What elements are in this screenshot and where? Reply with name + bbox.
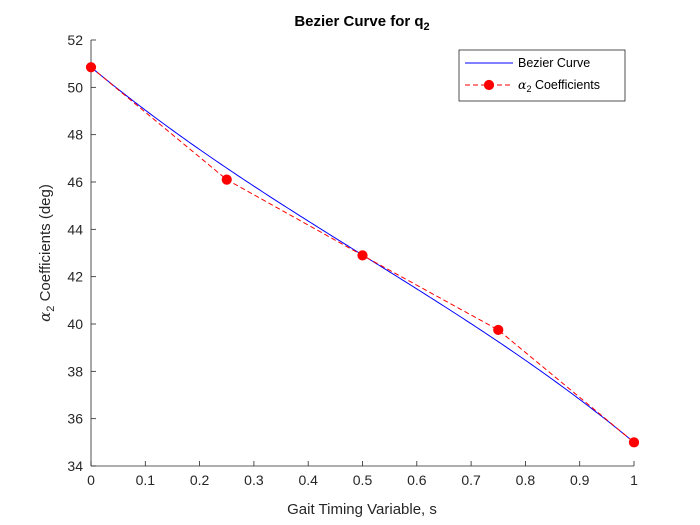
x-tick-label: 1 [630,472,638,488]
x-tick-label: 0.4 [298,472,318,488]
chart-title-subscript: 2 [424,21,430,33]
y-axis-label-subscript: 2 [45,306,57,312]
coefficient-point [85,62,97,73]
coefficient-point [221,174,232,185]
series-layer [85,62,640,448]
legend-coefficients-label: α2 Coefficients [518,77,600,94]
y-tick-label: 52 [67,32,83,48]
y-tick-label: 42 [67,269,83,285]
legend-coefficients-subscript: 2 [526,84,531,94]
x-axis-label: Gait Timing Variable, s [287,501,437,518]
legend-coefficients-marker [483,79,495,91]
legend-box [458,49,626,102]
x-tick-label: 0.6 [407,472,427,488]
x-tick-label: 0.1 [136,472,156,488]
y-axis-label: α2 Coefficients (deg) [36,184,57,322]
y-tick-label: 40 [67,316,83,332]
x-tick-label: 0 [87,472,95,488]
legend-bezier-label: Bezier Curve [518,56,590,70]
y-tick-label: 50 [67,79,83,95]
x-tick-label: 0.8 [516,472,536,488]
y-tick-label: 34 [67,458,83,474]
y-tick-label: 48 [67,127,83,143]
chart-title: Bezier Curve for q2 [294,13,429,33]
y-tick-label: 46 [67,174,83,190]
x-tick-label: 0.2 [190,472,210,488]
y-tick-label: 44 [67,221,83,237]
y-axis-ticks: 34 36 38 40 42 44 46 48 50 52 [67,32,96,474]
coefficient-point [493,324,504,336]
x-tick-label: 0.7 [461,472,481,488]
y-tick-label: 36 [67,411,83,427]
y-axis-label-rest: Coefficients (deg) [37,184,54,305]
x-tick-label: 0.5 [353,472,373,488]
legend: Bezier Curve α2 Coefficients [458,49,626,102]
x-tick-label: 0.3 [244,472,264,488]
x-axis-ticks: 0 0.1 0.2 0.3 0.4 0.5 0.6 0.7 0.8 0.9 1 [87,461,638,488]
coefficient-point [357,250,368,261]
y-tick-label: 38 [67,363,83,379]
x-tick-label: 0.9 [570,472,590,488]
coefficient-point [628,437,640,448]
